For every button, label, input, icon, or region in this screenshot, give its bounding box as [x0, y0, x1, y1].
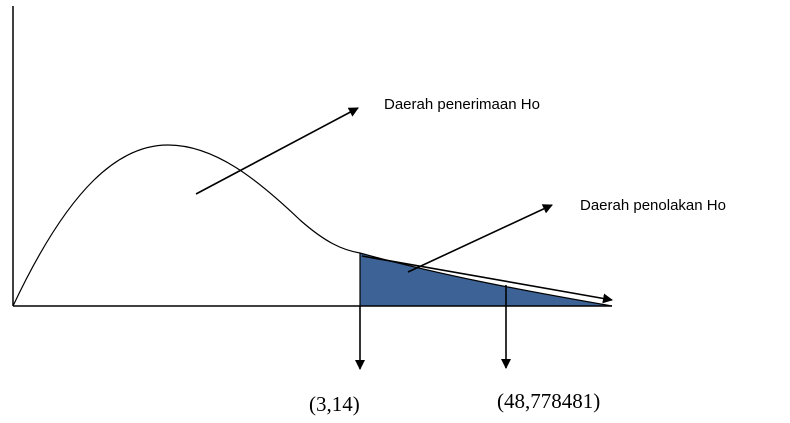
computed-value-label: (48,778481) — [497, 389, 600, 413]
tail-arrow-line — [361, 255, 613, 304]
acceptance-pointer-arrow — [195, 107, 359, 195]
critical-value-label: (3,14) — [309, 392, 360, 416]
acceptance-region-label: Daerah penerimaan Ho — [384, 96, 540, 113]
rejection-region-label: Daerah penolakan Ho — [580, 197, 726, 214]
distribution-curve — [12, 144, 361, 307]
rejection-region-fill — [360, 253, 612, 306]
rejection-pointer-arrow — [407, 204, 553, 273]
